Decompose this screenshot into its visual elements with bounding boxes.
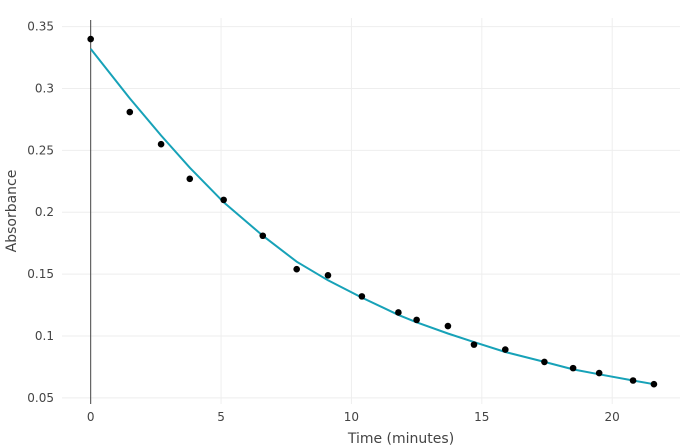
data-point xyxy=(501,346,509,353)
data-point xyxy=(470,341,478,348)
x-tick-label: 5 xyxy=(217,410,225,424)
data-point xyxy=(324,272,332,279)
data-point xyxy=(541,358,548,366)
data-point xyxy=(293,265,300,273)
data-point xyxy=(629,377,637,384)
y-tick-label: 0.3 xyxy=(35,82,54,96)
x-tick-label: 10 xyxy=(344,410,359,424)
data-point xyxy=(413,316,420,324)
data-point xyxy=(395,309,402,316)
y-tick-label: 0.1 xyxy=(35,329,54,343)
x-tick-labels: 0 5 10 15 20 xyxy=(87,410,620,424)
fit-line xyxy=(89,48,655,386)
data-point xyxy=(259,232,267,240)
data-point xyxy=(569,364,577,372)
x-tick-label: 20 xyxy=(605,410,620,424)
grid xyxy=(62,18,680,404)
data-point xyxy=(444,322,452,330)
y-tick-label: 0.35 xyxy=(27,20,54,34)
y-tick-label: 0.15 xyxy=(27,267,54,281)
data-point xyxy=(157,140,165,148)
data-point xyxy=(595,369,603,377)
y-tick-labels: 0.05 0.1 0.15 0.2 0.25 0.3 0.35 xyxy=(27,20,54,405)
x-tick-label: 0 xyxy=(87,410,95,424)
fit-line-layer xyxy=(89,48,655,386)
x-tick-label: 15 xyxy=(474,410,489,424)
data-point xyxy=(358,293,366,300)
data-point xyxy=(186,175,194,183)
data-points xyxy=(87,35,658,388)
x-axis-title: Time (minutes) xyxy=(347,431,454,447)
y-axis-title: Absorbance xyxy=(4,170,20,253)
data-point xyxy=(220,196,227,204)
y-tick-label: 0.2 xyxy=(35,205,54,219)
data-point xyxy=(650,380,658,388)
data-point xyxy=(126,108,134,116)
data-point xyxy=(87,35,94,43)
y-tick-label: 0.05 xyxy=(27,391,54,405)
y-tick-label: 0.25 xyxy=(27,143,54,157)
